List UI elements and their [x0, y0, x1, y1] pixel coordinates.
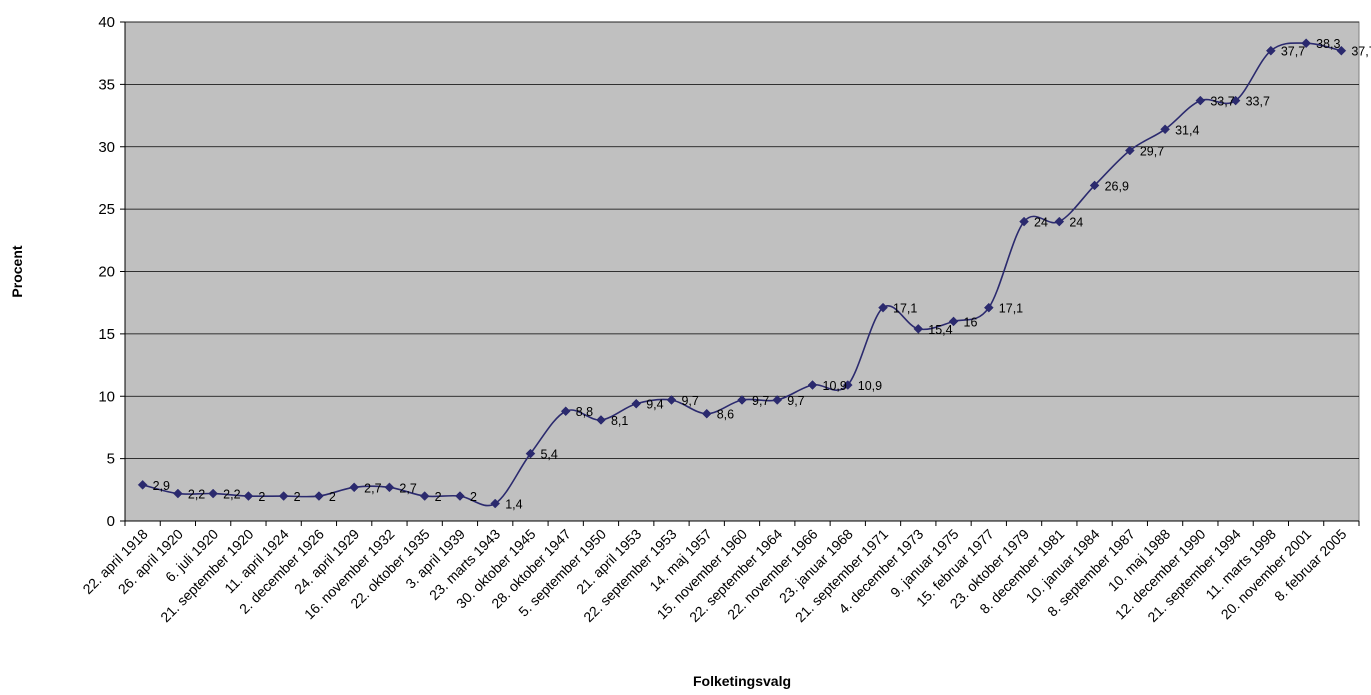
- data-label: 24: [1069, 216, 1083, 230]
- data-label: 31,4: [1175, 123, 1199, 137]
- data-point: [596, 415, 606, 425]
- data-point: [1160, 124, 1170, 135]
- y-tick-label: 25: [98, 201, 115, 218]
- data-labels: 2,9 2,2 2,2 2 2 2 2,7 2,7 2 2 1,4 5,4 8,8 8,1 9,4 9,7 8,…: [153, 37, 1371, 511]
- data-point: [948, 316, 959, 327]
- y-tick-label: 40: [98, 14, 115, 31]
- data-point: [278, 491, 289, 501]
- x-axis-title: Folketingsvalg: [693, 673, 791, 689]
- data-label: 15,4: [928, 323, 952, 337]
- data-label: 2,2: [188, 488, 205, 502]
- data-label: 2: [329, 490, 336, 504]
- y-axis-title: Procent: [9, 245, 25, 297]
- y-tick-label: 35: [98, 76, 115, 93]
- data-point: [455, 491, 465, 501]
- data-label: 2,7: [399, 481, 416, 495]
- data-point: [419, 491, 430, 501]
- y-tick-label: 5: [107, 451, 115, 468]
- data-point: [384, 482, 395, 493]
- y-tick-label: 20: [98, 264, 115, 281]
- data-point: [807, 380, 818, 390]
- data-label: 9,7: [787, 394, 804, 408]
- y-axis: 0 5 10 15 20 25 30 35 40: [98, 14, 126, 530]
- data-label: 26,9: [1105, 179, 1129, 193]
- y-tick-label: 15: [98, 326, 115, 343]
- data-markers: [137, 38, 1347, 509]
- data-point: [983, 302, 994, 313]
- data-point: [490, 498, 501, 509]
- data-point: [349, 482, 360, 493]
- data-point: [1195, 95, 1206, 106]
- data-label: 29,7: [1140, 144, 1164, 158]
- data-label: 1,4: [505, 498, 522, 512]
- data-point: [208, 488, 218, 499]
- data-label: 9,7: [681, 394, 698, 408]
- data-point: [666, 395, 677, 405]
- data-point: [1054, 216, 1065, 227]
- data-point: [314, 491, 324, 501]
- data-label: 2,9: [153, 479, 170, 493]
- data-label: 9,7: [752, 394, 769, 408]
- data-point: [173, 488, 183, 499]
- data-label: 8,6: [717, 408, 734, 422]
- data-point: [701, 408, 712, 419]
- data-label: 37,7: [1281, 45, 1305, 59]
- data-point: [878, 302, 888, 313]
- data-point: [842, 380, 853, 390]
- data-label: 2: [435, 490, 442, 504]
- data-point: [772, 395, 783, 405]
- y-tick-label: 30: [98, 139, 115, 156]
- data-label: 33,7: [1210, 95, 1234, 109]
- data-point: [1124, 145, 1135, 156]
- data-label: 37,7: [1351, 45, 1371, 59]
- data-label: 16: [964, 315, 978, 329]
- data-label: 2,7: [364, 481, 381, 495]
- data-label: 5,4: [540, 448, 557, 462]
- data-point: [137, 479, 148, 490]
- data-label: 33,7: [1246, 95, 1270, 109]
- data-label: 2: [258, 490, 265, 504]
- data-point: [737, 395, 747, 405]
- data-label: 2,2: [223, 488, 240, 502]
- data-label: 2: [294, 490, 301, 504]
- data-point: [1301, 38, 1311, 49]
- data-point: [560, 406, 571, 417]
- data-point: [913, 324, 924, 334]
- y-tick-label: 0: [107, 513, 115, 530]
- gridlines: [125, 21, 1359, 460]
- series-line: [142, 42, 1342, 507]
- data-label: 2: [470, 490, 477, 504]
- data-point: [243, 491, 254, 501]
- data-label: 8,1: [611, 414, 628, 428]
- data-label: 38,3: [1316, 37, 1340, 51]
- data-point: [525, 448, 536, 459]
- data-point: [1089, 180, 1100, 191]
- data-point: [631, 398, 642, 409]
- data-label: 10,9: [823, 379, 847, 393]
- y-tick-label: 10: [98, 388, 115, 405]
- data-point: [1336, 45, 1347, 56]
- data-label: 24: [1034, 216, 1048, 230]
- data-point: [1266, 45, 1276, 56]
- data-label: 17,1: [893, 302, 917, 316]
- data-label: 17,1: [999, 302, 1023, 316]
- data-label: 8,8: [576, 405, 593, 419]
- data-label: 10,9: [858, 379, 882, 393]
- data-point: [1230, 95, 1241, 106]
- data-point: [1019, 216, 1029, 227]
- data-label: 9,4: [646, 398, 663, 412]
